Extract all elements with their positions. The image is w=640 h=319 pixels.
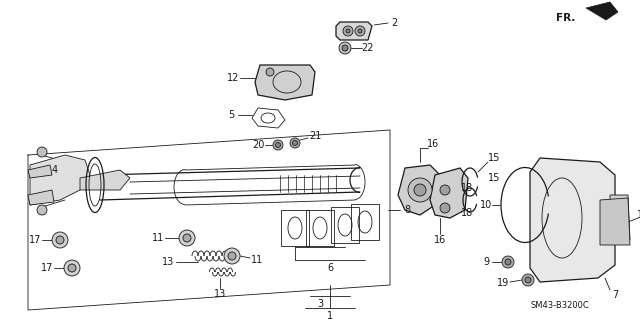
Text: 15: 15 [488, 173, 500, 183]
Circle shape [408, 178, 432, 202]
Circle shape [273, 140, 283, 150]
Circle shape [440, 185, 450, 195]
Text: 2: 2 [391, 18, 397, 28]
Circle shape [342, 45, 348, 51]
Polygon shape [255, 65, 315, 100]
Text: 17: 17 [41, 263, 53, 273]
Circle shape [414, 184, 426, 196]
Circle shape [183, 234, 191, 242]
Circle shape [266, 68, 274, 76]
Polygon shape [30, 155, 90, 205]
Text: 3: 3 [317, 299, 323, 309]
Text: 17: 17 [29, 235, 41, 245]
Circle shape [37, 205, 47, 215]
Polygon shape [600, 198, 630, 245]
Circle shape [502, 256, 514, 268]
Text: 22: 22 [362, 43, 374, 53]
Circle shape [440, 203, 450, 213]
Circle shape [522, 274, 534, 286]
Circle shape [346, 29, 350, 33]
Circle shape [292, 140, 298, 145]
Text: 13: 13 [214, 289, 226, 299]
Circle shape [275, 143, 280, 147]
Text: FR.: FR. [556, 13, 575, 23]
Text: 6: 6 [327, 263, 333, 273]
Text: 11: 11 [251, 255, 263, 265]
Circle shape [358, 29, 362, 33]
Text: 18: 18 [461, 183, 473, 193]
Text: 7: 7 [612, 290, 618, 300]
Text: 14: 14 [637, 210, 640, 220]
Text: 4: 4 [52, 165, 58, 175]
Polygon shape [398, 165, 440, 215]
Polygon shape [610, 195, 630, 240]
Text: 8: 8 [404, 205, 410, 215]
Text: 1: 1 [327, 311, 333, 319]
Text: 13: 13 [162, 257, 174, 267]
Text: 9: 9 [483, 257, 489, 267]
Text: 16: 16 [434, 235, 446, 245]
Polygon shape [28, 165, 52, 178]
Text: 5: 5 [228, 110, 234, 120]
Polygon shape [336, 22, 372, 40]
Circle shape [228, 252, 236, 260]
Text: 11: 11 [152, 233, 164, 243]
Circle shape [505, 259, 511, 265]
Text: 10: 10 [480, 200, 492, 210]
Circle shape [64, 260, 80, 276]
Circle shape [355, 26, 365, 36]
Circle shape [290, 138, 300, 148]
Text: SM43-B3200C: SM43-B3200C [531, 300, 589, 309]
Text: 12: 12 [227, 73, 239, 83]
Polygon shape [28, 190, 54, 205]
Circle shape [56, 236, 64, 244]
Polygon shape [530, 158, 615, 282]
Circle shape [179, 230, 195, 246]
Polygon shape [80, 170, 130, 190]
Text: 18: 18 [461, 208, 473, 218]
Text: 16: 16 [427, 139, 439, 149]
Circle shape [224, 248, 240, 264]
Circle shape [339, 42, 351, 54]
Polygon shape [586, 2, 618, 20]
Circle shape [68, 264, 76, 272]
Circle shape [343, 26, 353, 36]
Circle shape [37, 147, 47, 157]
Circle shape [525, 277, 531, 283]
Text: 20: 20 [252, 140, 264, 150]
Text: 21: 21 [309, 131, 321, 141]
Circle shape [52, 232, 68, 248]
Text: 15: 15 [488, 153, 500, 163]
Text: 19: 19 [497, 278, 509, 288]
Polygon shape [430, 168, 468, 218]
